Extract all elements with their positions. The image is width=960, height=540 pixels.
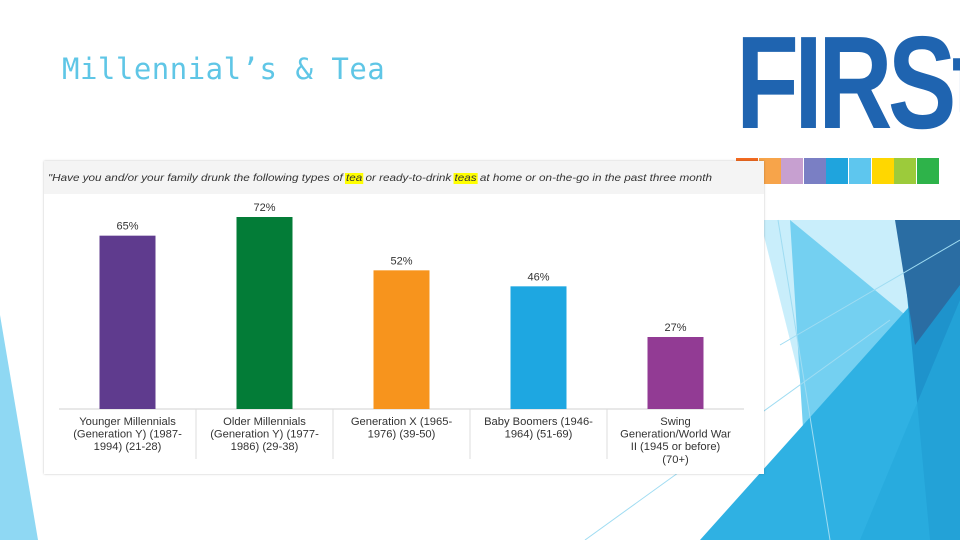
category-label-4-line-1: Baby Boomers (1946- — [484, 416, 593, 428]
slide-title: Millennial’s & Tea — [62, 52, 386, 86]
bar-value-label-3: 52% — [390, 255, 412, 267]
right-shape-accent — [860, 300, 960, 540]
logo-stripe-4 — [803, 158, 826, 184]
bar-value-label-5: 27% — [664, 322, 686, 334]
category-label-5-line-1: Swing — [660, 416, 690, 428]
chart-title-segment: teas — [455, 173, 477, 184]
bar-5 — [647, 337, 704, 409]
logo-stripe-7 — [871, 158, 894, 184]
bar-value-label-2: 72% — [253, 202, 275, 214]
category-label-1-line-1: Younger Millennials — [79, 416, 176, 428]
category-label-5-line-2: Generation/World War — [620, 429, 731, 441]
bar-chart: "Have you and/or your family drunk the f… — [44, 161, 764, 466]
left-edge-triangle — [0, 315, 38, 540]
category-label-2-line-2: (Generation Y) (1977- — [210, 429, 319, 441]
logo-stripe-3 — [781, 158, 804, 184]
logo-stripe-9 — [916, 158, 939, 184]
category-label-3-line-2: 1976) (39-50) — [368, 429, 436, 441]
bar-value-label-1: 65% — [116, 221, 138, 233]
logo-stripe-8 — [894, 158, 917, 184]
category-label-3-line-1: Generation X (1965- — [351, 416, 453, 428]
category-label-2-line-3: 1986) (29-38) — [231, 441, 299, 453]
chart-title-highlight — [453, 173, 478, 184]
category-label-2-line-1: Older Millennials — [223, 416, 306, 428]
category-label-5-line-3: II (1945 or before) — [631, 441, 721, 453]
chart-title-segment: "Have you and/or your family drunk the f… — [48, 173, 346, 184]
bar-3 — [373, 270, 430, 409]
chart-header-strip — [44, 161, 764, 194]
firs-logo: FIRSt — [736, 9, 960, 184]
bar-value-label-4: 46% — [527, 271, 549, 283]
bar-4 — [510, 286, 567, 409]
chart-title-segment: tea — [346, 173, 363, 184]
logo-color-stripes — [736, 158, 939, 184]
decor-line-1 — [777, 219, 831, 540]
logo-text: FIRSt — [736, 9, 960, 156]
chart-title-segment: at home or on-the-go in the past three m… — [477, 173, 713, 184]
chart-title: "Have you and/or your family drunk the f… — [48, 173, 712, 184]
decor-line-2 — [779, 239, 960, 346]
chart-title-segment: or ready-to-drink — [362, 173, 454, 184]
category-label-5-line-4: (70+) — [662, 454, 689, 466]
chart-panel: "Have you and/or your family drunk the f… — [44, 161, 764, 474]
category-label-1-line-2: (Generation Y) (1987- — [73, 429, 182, 441]
right-shape-navy — [895, 220, 960, 345]
category-label-1-line-3: 1994) (21-28) — [94, 441, 162, 453]
logo-stripe-5 — [826, 158, 849, 184]
bar-2 — [236, 217, 293, 409]
chart-title-highlight — [344, 173, 364, 184]
bar-1 — [99, 235, 156, 409]
logo-stripe-2 — [758, 158, 781, 184]
logo-stripe-6 — [848, 158, 871, 184]
category-label-4-line-2: 1964) (51-69) — [505, 429, 573, 441]
